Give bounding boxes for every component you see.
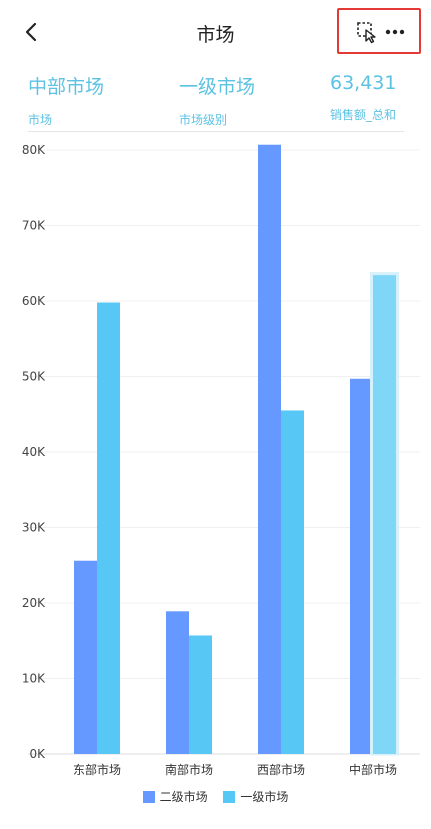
- bar[interactable]: [258, 144, 281, 755]
- y-tick-label: 0K: [29, 747, 46, 761]
- summary-value: 63,431: [330, 72, 397, 94]
- bar[interactable]: [189, 635, 212, 754]
- top-bar: 市场: [0, 0, 431, 66]
- bar[interactable]: [281, 410, 304, 754]
- bar[interactable]: [373, 275, 396, 754]
- summary-item-market: 中部市场 市场: [28, 72, 104, 128]
- y-tick-label: 70K: [22, 219, 46, 233]
- x-tick-label: 中部市场: [349, 762, 397, 777]
- chart-legend: 二级市场 一级市场: [0, 788, 431, 806]
- summary-value: 中部市场: [28, 76, 105, 98]
- y-tick-label: 80K: [22, 143, 46, 157]
- y-tick-label: 50K: [22, 370, 46, 384]
- y-tick-label: 60K: [22, 294, 46, 308]
- y-tick-label: 10K: [22, 672, 46, 686]
- legend-swatch-series-1: [142, 790, 155, 803]
- legend-swatch-series-2: [223, 790, 236, 803]
- chevron-left-icon[interactable]: [18, 18, 46, 46]
- summary-value: 一级市场: [179, 76, 256, 98]
- summary-item-level: 一级市场 市场级别: [179, 72, 255, 128]
- bar[interactable]: [74, 560, 97, 754]
- bar[interactable]: [350, 378, 373, 754]
- summary-item-sales: 63,431 销售额_总和: [330, 72, 396, 123]
- legend-item-series-2[interactable]: 一级市场: [223, 788, 288, 805]
- bar[interactable]: [97, 302, 120, 754]
- x-tick-label: 西部市场: [257, 762, 305, 777]
- dashed-select-cursor-icon[interactable]: [355, 20, 379, 44]
- summary-label: 市场: [28, 113, 53, 127]
- legend-label: 一级市场: [240, 790, 289, 804]
- legend-label: 二级市场: [159, 790, 208, 804]
- summary-label: 市场级别: [179, 113, 228, 127]
- legend-item-series-1[interactable]: 二级市场: [142, 788, 208, 805]
- more-horizontal-icon[interactable]: [383, 20, 407, 44]
- bar[interactable]: [166, 611, 189, 754]
- x-tick-label: 南部市场: [165, 762, 213, 777]
- y-tick-label: 20K: [22, 596, 46, 610]
- divider: [28, 131, 404, 132]
- y-tick-label: 40K: [22, 445, 46, 459]
- summary-row: 中部市场 市场 一级市场 市场级别 63,431 销售额_总和: [0, 66, 431, 136]
- highlight-box: [337, 8, 421, 54]
- y-tick-label: 30K: [22, 521, 46, 535]
- x-tick-label: 东部市场: [73, 762, 121, 777]
- bar-chart: 0K 10K 20K 30K 40K 50K 60K 70K 80K 东部市场 南部市场 西部市场 中部…: [22, 143, 420, 777]
- summary-label: 销售额_总和: [330, 108, 397, 122]
